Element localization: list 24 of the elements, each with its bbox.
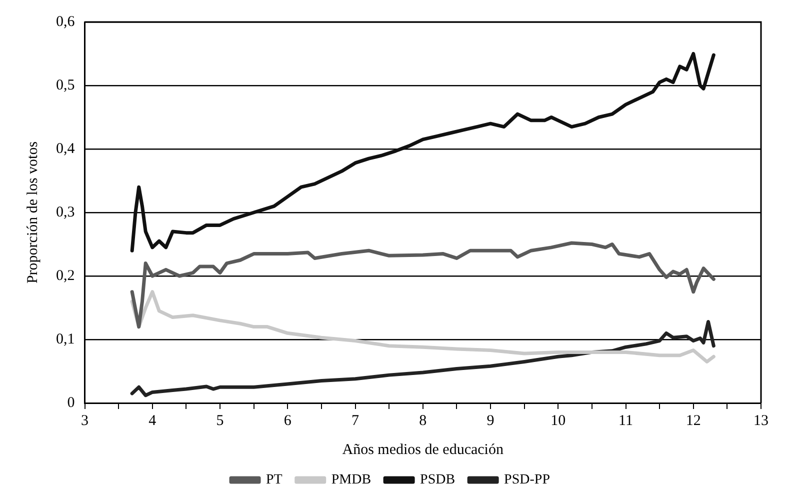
x-tick-label: 8 — [419, 412, 427, 429]
legend-label: PSDB — [420, 472, 456, 488]
x-tick-label: 10 — [550, 412, 566, 429]
x-tick-label: 4 — [148, 412, 157, 429]
y-tick-label: 0,4 — [56, 140, 76, 157]
x-tick-label: 9 — [486, 412, 494, 429]
x-tick-label: 3 — [81, 412, 88, 429]
legend-label: PSD-PP — [504, 472, 550, 488]
y-tick-label: 0,5 — [56, 77, 75, 94]
legend-label: PMDB — [331, 472, 372, 488]
legend-label: PT — [266, 472, 283, 488]
y-tick-label: 0 — [67, 394, 75, 411]
x-tick-label: 12 — [686, 412, 701, 429]
y-tick-label: 0,3 — [56, 204, 75, 220]
x-axis-title: Años medios de educación — [342, 442, 504, 458]
x-tick-label: 6 — [284, 412, 292, 429]
y-axis-title: Proporción de los votos — [24, 141, 41, 284]
x-tick-label: 7 — [352, 412, 360, 429]
x-tick-label: 5 — [216, 412, 224, 429]
y-tick-label: 0,1 — [56, 331, 75, 348]
y-tick-label: 0,2 — [56, 268, 75, 284]
y-tick-label: 0,6 — [56, 14, 76, 30]
x-tick-label: 11 — [618, 412, 633, 429]
x-tick-label: 13 — [754, 412, 768, 429]
